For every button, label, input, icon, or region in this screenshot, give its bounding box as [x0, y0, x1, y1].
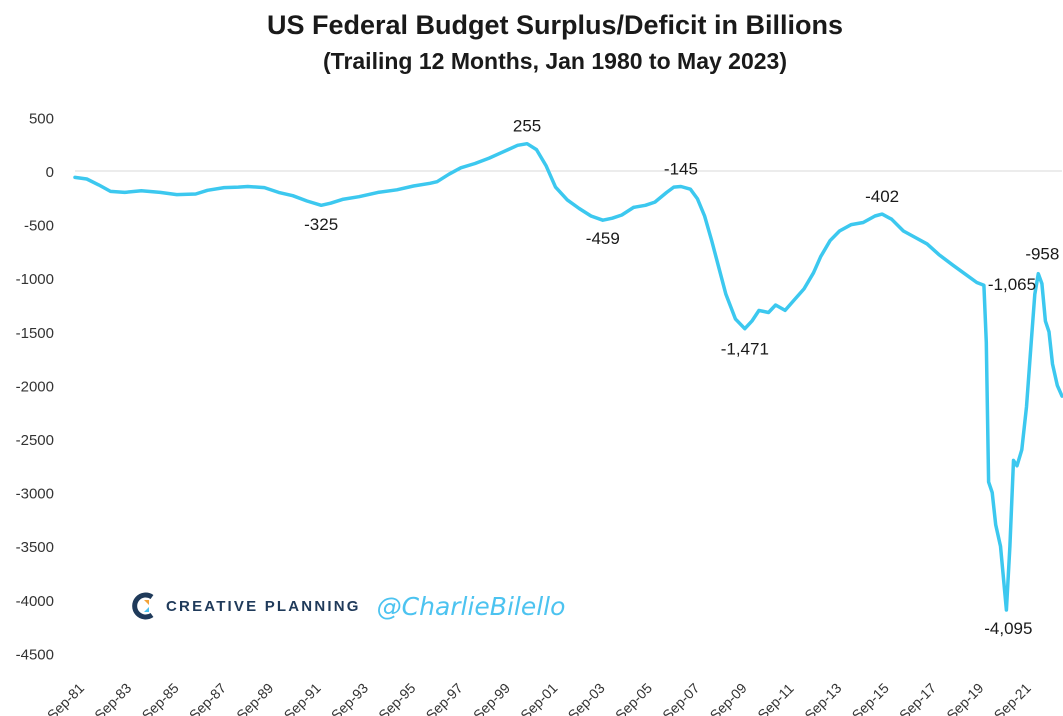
- y-tick-label: -500: [24, 218, 54, 235]
- watermark-handle: @CharlieBilello: [376, 591, 566, 621]
- y-tick-label: 500: [29, 110, 54, 127]
- y-tick-label: -1000: [16, 271, 54, 288]
- x-tick-label: Sep-01: [517, 680, 560, 716]
- x-tick-label: Sep-13: [801, 680, 844, 716]
- x-tick-label: Sep-99: [470, 680, 513, 716]
- y-tick-label: -3000: [16, 486, 54, 503]
- watermark: CREATIVE PLANNING @CharlieBilello: [130, 588, 565, 624]
- y-tick-label: -2500: [16, 432, 54, 449]
- x-tick-label: Sep-89: [233, 680, 276, 716]
- y-tick-label: -4000: [16, 593, 54, 610]
- x-tick-label: Sep-03: [565, 680, 608, 716]
- x-tick-label: Sep-15: [849, 680, 892, 716]
- y-tick-label: 0: [46, 164, 54, 181]
- x-tick-label: Sep-09: [707, 680, 750, 716]
- x-tick-label: Sep-19: [943, 680, 986, 716]
- data-label: -145: [664, 160, 698, 179]
- data-label: -1,471: [721, 340, 769, 359]
- chart-subtitle: (Trailing 12 Months, Jan 1980 to May 202…: [323, 48, 787, 74]
- x-tick-label: Sep-87: [186, 680, 229, 716]
- data-label: -4,095: [984, 619, 1032, 638]
- x-tick-label: Sep-95: [375, 680, 418, 716]
- x-tick-label: Sep-97: [423, 680, 466, 716]
- data-label: -459: [586, 229, 620, 248]
- x-tick-label: Sep-07: [659, 680, 702, 716]
- data-label: -1,065: [988, 275, 1036, 294]
- y-tick-label: -2000: [16, 378, 54, 395]
- x-tick-label: Sep-91: [281, 680, 324, 716]
- series-line: [73, 141, 1063, 612]
- x-tick-label: Sep-05: [612, 680, 655, 716]
- x-tick-label: Sep-85: [139, 680, 182, 716]
- y-tick-label: -3500: [16, 539, 54, 556]
- y-tick-label: -4500: [16, 646, 54, 663]
- data-label: -958: [1025, 245, 1059, 264]
- creative-planning-logo-icon: [132, 592, 154, 620]
- x-tick-label: Sep-21: [991, 680, 1034, 716]
- data-label: -325: [304, 215, 338, 234]
- data-label: 255: [513, 117, 541, 136]
- x-tick-label: Sep-11: [754, 680, 797, 716]
- chart-title: US Federal Budget Surplus/Deficit in Bil…: [266, 10, 844, 40]
- x-tick-label: Sep-17: [896, 680, 939, 716]
- data-label: -402: [865, 187, 899, 206]
- watermark-brand: CREATIVE PLANNING: [166, 597, 361, 615]
- x-tick-label: Sep-93: [328, 680, 371, 716]
- x-tick-label: Sep-81: [44, 680, 87, 716]
- y-tick-label: -1500: [16, 325, 54, 342]
- x-tick-label: Sep-83: [91, 680, 134, 716]
